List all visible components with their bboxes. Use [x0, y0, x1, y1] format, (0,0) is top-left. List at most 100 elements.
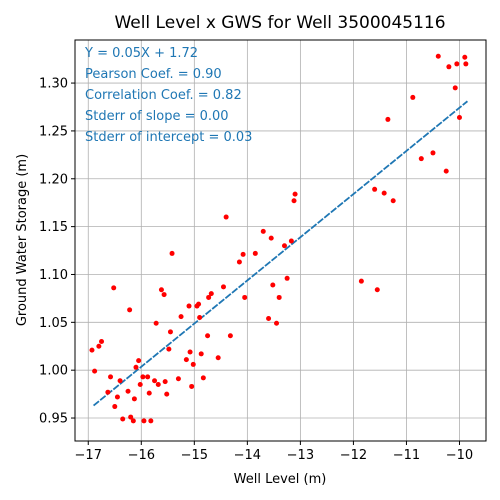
- data-point: [208, 291, 214, 297]
- data-point: [136, 358, 142, 364]
- y-tick-label: 1.30: [39, 77, 68, 92]
- data-point: [153, 320, 159, 326]
- data-point: [137, 382, 143, 388]
- data-point: [205, 333, 211, 339]
- data-point: [112, 404, 118, 410]
- data-points: [89, 53, 469, 424]
- data-point: [390, 198, 396, 204]
- x-tick-label: −14: [234, 448, 261, 463]
- data-point: [169, 250, 175, 256]
- data-point: [186, 303, 192, 309]
- data-point: [105, 389, 111, 395]
- data-point: [155, 382, 161, 388]
- data-point: [454, 61, 460, 67]
- chart-title: Well Level x GWS for Well 3500045116: [114, 13, 445, 33]
- plot-frame: [74, 39, 487, 442]
- data-point: [252, 250, 258, 256]
- data-point: [130, 418, 136, 424]
- y-tick-label: 1.05: [39, 316, 68, 331]
- data-point: [125, 388, 131, 394]
- grid: [75, 40, 486, 441]
- annotation-line: Correlation Coef. = 0.82: [85, 88, 242, 103]
- y-tick-label: 1.10: [39, 268, 68, 283]
- data-point: [189, 383, 195, 389]
- data-point: [266, 315, 272, 321]
- data-point: [268, 235, 274, 241]
- data-point: [128, 414, 134, 420]
- axis-ticks: −17 −16 −15 −14 −13 −12 −11 −10 0.95 1.00 1.05 1.10…: [39, 77, 473, 463]
- annotation-line: Stderr of slope = 0.00: [85, 109, 229, 124]
- data-point: [164, 391, 170, 397]
- y-tick-label: 1.15: [39, 220, 68, 235]
- data-point: [108, 374, 114, 380]
- data-point: [227, 333, 233, 339]
- data-point: [410, 94, 416, 100]
- data-point: [242, 294, 248, 300]
- data-point: [190, 361, 196, 367]
- data-point: [197, 315, 203, 321]
- data-point: [161, 292, 167, 298]
- data-point: [462, 54, 468, 60]
- data-point: [446, 64, 452, 70]
- data-point: [187, 349, 193, 355]
- data-point: [111, 285, 117, 291]
- data-point: [274, 320, 280, 326]
- data-point: [223, 214, 229, 220]
- data-point: [452, 85, 458, 91]
- x-tick-label: −12: [340, 448, 367, 463]
- data-point: [281, 243, 287, 249]
- x-tick-label: −15: [181, 448, 208, 463]
- data-point: [140, 374, 146, 380]
- data-point: [372, 186, 378, 192]
- regression-line: [92, 100, 469, 407]
- data-point: [92, 368, 98, 374]
- x-tick-label: −17: [75, 448, 102, 463]
- data-point: [166, 346, 172, 352]
- y-tick-label: 1.00: [39, 364, 68, 379]
- x-tick-label: −10: [446, 448, 473, 463]
- data-point: [146, 390, 152, 396]
- x-tick-label: −16: [128, 448, 155, 463]
- data-point: [175, 376, 181, 382]
- data-point: [183, 357, 189, 363]
- data-point: [141, 418, 147, 424]
- data-point: [148, 418, 154, 424]
- data-point: [292, 191, 298, 197]
- data-point: [430, 150, 436, 156]
- data-point: [167, 329, 173, 335]
- data-point: [220, 284, 226, 290]
- data-point: [260, 228, 266, 234]
- data-point: [381, 190, 387, 196]
- data-point: [162, 379, 168, 385]
- data-point: [158, 287, 164, 293]
- data-point: [276, 294, 282, 300]
- annotation-line: Y = 0.05X + 1.72: [84, 46, 198, 61]
- data-point: [114, 394, 120, 400]
- fit-line-group: [92, 100, 469, 407]
- data-point: [236, 259, 242, 265]
- data-point: [152, 378, 158, 384]
- x-tick-label: −13: [287, 448, 314, 463]
- data-point: [215, 355, 221, 361]
- data-point: [456, 115, 462, 121]
- annotation-line: Stderr of intercept = 0.03: [85, 130, 252, 145]
- data-point: [284, 275, 290, 281]
- data-point: [385, 116, 391, 122]
- annotation-line: Pearson Coef. = 0.90: [85, 67, 222, 82]
- data-point: [358, 278, 364, 284]
- y-tick-label: 1.25: [39, 124, 68, 139]
- data-point: [270, 282, 276, 288]
- data-point: [131, 396, 137, 402]
- data-point: [99, 338, 105, 344]
- data-point: [435, 53, 441, 59]
- data-point: [178, 314, 184, 320]
- data-point: [89, 347, 95, 353]
- data-point: [117, 378, 123, 384]
- data-point: [206, 294, 212, 300]
- data-point: [240, 251, 246, 257]
- data-point: [120, 416, 126, 422]
- data-point: [145, 374, 151, 380]
- x-tick-label: −11: [393, 448, 420, 463]
- x-axis-label: Well Level (m): [234, 472, 327, 487]
